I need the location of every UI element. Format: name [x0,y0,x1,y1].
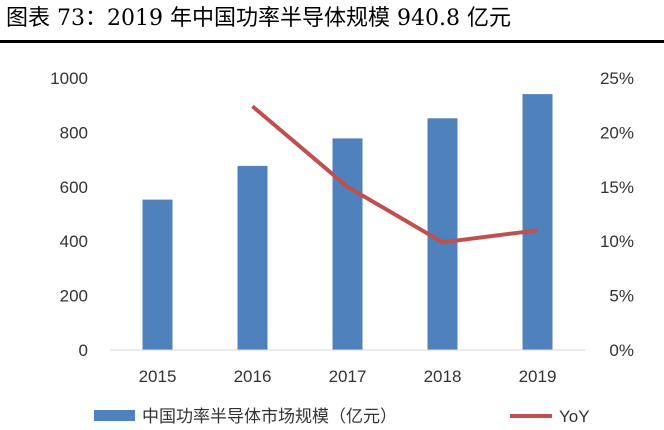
right-axis-ticks: 0% 5% 10% 15% 20% 25% [600,69,634,360]
legend-line-label: YoY [559,407,590,426]
legend-bar-swatch [94,410,135,421]
left-tick-label: 400 [60,232,88,251]
bar-2019 [522,94,553,350]
right-tick-label: 10% [600,232,634,251]
left-tick-label: 200 [60,287,88,306]
right-tick-label: 5% [609,287,634,306]
right-tick-label: 20% [600,123,634,142]
x-tick-label: 2015 [139,367,177,386]
left-axis-ticks: 0 200 400 600 800 1000 [50,69,88,360]
yoy-line [251,104,538,245]
x-tick-label: 2019 [519,367,557,386]
legend-bar-label: 中国功率半导体市场规模（亿元） [142,407,397,426]
right-tick-label: 15% [600,178,634,197]
legend: 中国功率半导体市场规模（亿元） YoY [94,407,590,426]
left-tick-label: 600 [60,178,88,197]
left-tick-label: 800 [60,123,88,142]
right-tick-label: 0% [609,341,634,360]
title-rule [0,40,664,43]
left-tick-label: 1000 [50,69,88,88]
left-tick-label: 0 [79,341,88,360]
bar-2015 [142,199,173,350]
bar-2016 [237,165,268,350]
bar-2017 [332,138,363,350]
right-tick-label: 25% [600,69,634,88]
x-tick-label: 2018 [424,367,462,386]
x-tick-label: 2016 [234,367,272,386]
figure-title: 图表 73：2019 年中国功率半导体规模 940.8 亿元 [6,6,511,31]
x-tick-label: 2017 [329,367,367,386]
bars-layer [142,94,553,350]
x-axis-ticks: 2015 2016 2017 2018 2019 [139,367,557,386]
yoy-line-layer [251,104,538,245]
